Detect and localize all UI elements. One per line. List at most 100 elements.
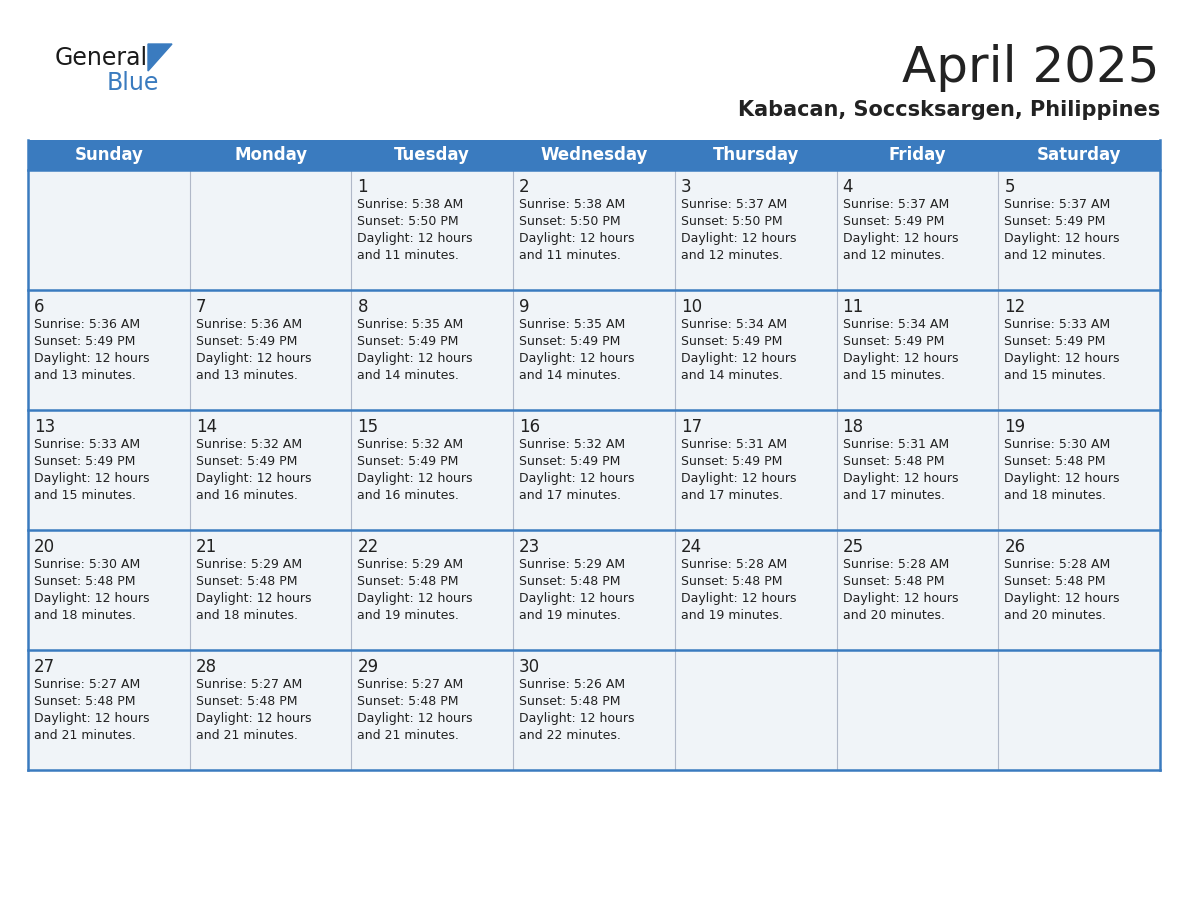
Text: Saturday: Saturday bbox=[1037, 146, 1121, 164]
Text: Kabacan, Soccsksargen, Philippines: Kabacan, Soccsksargen, Philippines bbox=[738, 100, 1159, 120]
Text: 19: 19 bbox=[1004, 418, 1025, 436]
Text: Sunrise: 5:36 AM: Sunrise: 5:36 AM bbox=[196, 318, 302, 331]
Text: Wednesday: Wednesday bbox=[541, 146, 647, 164]
Bar bbox=[29, 410, 1159, 530]
Text: Monday: Monday bbox=[234, 146, 308, 164]
Text: and 17 minutes.: and 17 minutes. bbox=[681, 489, 783, 502]
Text: Sunset: 5:49 PM: Sunset: 5:49 PM bbox=[519, 335, 620, 348]
Text: Daylight: 12 hours: Daylight: 12 hours bbox=[358, 592, 473, 605]
Bar bbox=[29, 530, 1159, 650]
Text: Daylight: 12 hours: Daylight: 12 hours bbox=[34, 712, 150, 725]
Text: Sunday: Sunday bbox=[75, 146, 144, 164]
Text: Sunset: 5:49 PM: Sunset: 5:49 PM bbox=[34, 335, 135, 348]
Text: Sunrise: 5:32 AM: Sunrise: 5:32 AM bbox=[196, 438, 302, 451]
Text: Sunrise: 5:35 AM: Sunrise: 5:35 AM bbox=[519, 318, 625, 331]
Text: 5: 5 bbox=[1004, 178, 1015, 196]
Text: Sunrise: 5:29 AM: Sunrise: 5:29 AM bbox=[358, 558, 463, 571]
Text: Sunset: 5:48 PM: Sunset: 5:48 PM bbox=[681, 575, 783, 588]
Text: Daylight: 12 hours: Daylight: 12 hours bbox=[358, 352, 473, 365]
Text: 14: 14 bbox=[196, 418, 217, 436]
Text: Daylight: 12 hours: Daylight: 12 hours bbox=[196, 712, 311, 725]
Text: and 19 minutes.: and 19 minutes. bbox=[519, 609, 621, 622]
Text: Sunset: 5:49 PM: Sunset: 5:49 PM bbox=[34, 455, 135, 468]
Text: Sunrise: 5:36 AM: Sunrise: 5:36 AM bbox=[34, 318, 140, 331]
Text: Sunset: 5:48 PM: Sunset: 5:48 PM bbox=[1004, 455, 1106, 468]
Text: Sunrise: 5:32 AM: Sunrise: 5:32 AM bbox=[358, 438, 463, 451]
Text: 23: 23 bbox=[519, 538, 541, 556]
Text: and 18 minutes.: and 18 minutes. bbox=[1004, 489, 1106, 502]
Text: Sunrise: 5:30 AM: Sunrise: 5:30 AM bbox=[1004, 438, 1111, 451]
Text: 27: 27 bbox=[34, 658, 55, 676]
Polygon shape bbox=[148, 44, 172, 71]
Text: Daylight: 12 hours: Daylight: 12 hours bbox=[842, 592, 958, 605]
Text: Daylight: 12 hours: Daylight: 12 hours bbox=[681, 472, 796, 485]
Text: 21: 21 bbox=[196, 538, 217, 556]
Text: and 15 minutes.: and 15 minutes. bbox=[34, 489, 135, 502]
Text: Sunset: 5:49 PM: Sunset: 5:49 PM bbox=[842, 335, 944, 348]
Text: Sunrise: 5:28 AM: Sunrise: 5:28 AM bbox=[1004, 558, 1111, 571]
Text: Sunset: 5:49 PM: Sunset: 5:49 PM bbox=[519, 455, 620, 468]
Text: 22: 22 bbox=[358, 538, 379, 556]
Text: April 2025: April 2025 bbox=[903, 44, 1159, 92]
Text: Daylight: 12 hours: Daylight: 12 hours bbox=[1004, 472, 1120, 485]
Text: and 21 minutes.: and 21 minutes. bbox=[34, 729, 135, 742]
Text: Daylight: 12 hours: Daylight: 12 hours bbox=[196, 592, 311, 605]
Text: 20: 20 bbox=[34, 538, 55, 556]
Text: 29: 29 bbox=[358, 658, 379, 676]
Text: and 16 minutes.: and 16 minutes. bbox=[196, 489, 297, 502]
Text: and 21 minutes.: and 21 minutes. bbox=[196, 729, 297, 742]
Text: Sunrise: 5:27 AM: Sunrise: 5:27 AM bbox=[196, 678, 302, 691]
Text: Sunset: 5:49 PM: Sunset: 5:49 PM bbox=[196, 335, 297, 348]
Text: Sunrise: 5:27 AM: Sunrise: 5:27 AM bbox=[34, 678, 140, 691]
Text: and 14 minutes.: and 14 minutes. bbox=[358, 369, 460, 382]
Text: 15: 15 bbox=[358, 418, 379, 436]
Text: Daylight: 12 hours: Daylight: 12 hours bbox=[842, 472, 958, 485]
Text: and 20 minutes.: and 20 minutes. bbox=[842, 609, 944, 622]
Text: Friday: Friday bbox=[889, 146, 946, 164]
Text: Sunset: 5:48 PM: Sunset: 5:48 PM bbox=[358, 695, 459, 708]
Text: and 17 minutes.: and 17 minutes. bbox=[519, 489, 621, 502]
Text: 28: 28 bbox=[196, 658, 217, 676]
Text: 12: 12 bbox=[1004, 298, 1025, 316]
Text: Sunset: 5:50 PM: Sunset: 5:50 PM bbox=[681, 215, 783, 228]
Bar bbox=[29, 650, 1159, 770]
Text: 3: 3 bbox=[681, 178, 691, 196]
Text: and 18 minutes.: and 18 minutes. bbox=[34, 609, 135, 622]
Text: Daylight: 12 hours: Daylight: 12 hours bbox=[34, 472, 150, 485]
Text: and 11 minutes.: and 11 minutes. bbox=[519, 249, 621, 262]
Text: 18: 18 bbox=[842, 418, 864, 436]
Text: Sunrise: 5:26 AM: Sunrise: 5:26 AM bbox=[519, 678, 625, 691]
Text: Daylight: 12 hours: Daylight: 12 hours bbox=[519, 592, 634, 605]
Text: Sunset: 5:50 PM: Sunset: 5:50 PM bbox=[519, 215, 621, 228]
Text: Tuesday: Tuesday bbox=[394, 146, 470, 164]
Text: Sunrise: 5:27 AM: Sunrise: 5:27 AM bbox=[358, 678, 463, 691]
Text: and 13 minutes.: and 13 minutes. bbox=[196, 369, 297, 382]
Text: 25: 25 bbox=[842, 538, 864, 556]
Text: Sunrise: 5:34 AM: Sunrise: 5:34 AM bbox=[842, 318, 949, 331]
Text: and 20 minutes.: and 20 minutes. bbox=[1004, 609, 1106, 622]
Text: and 19 minutes.: and 19 minutes. bbox=[681, 609, 783, 622]
Text: Sunrise: 5:32 AM: Sunrise: 5:32 AM bbox=[519, 438, 625, 451]
Text: Sunset: 5:48 PM: Sunset: 5:48 PM bbox=[842, 575, 944, 588]
Text: 30: 30 bbox=[519, 658, 541, 676]
Text: Daylight: 12 hours: Daylight: 12 hours bbox=[358, 712, 473, 725]
Text: Sunset: 5:48 PM: Sunset: 5:48 PM bbox=[196, 695, 297, 708]
Text: Daylight: 12 hours: Daylight: 12 hours bbox=[34, 352, 150, 365]
Text: Daylight: 12 hours: Daylight: 12 hours bbox=[842, 232, 958, 245]
Text: Sunset: 5:48 PM: Sunset: 5:48 PM bbox=[842, 455, 944, 468]
Text: and 18 minutes.: and 18 minutes. bbox=[196, 609, 298, 622]
Text: Daylight: 12 hours: Daylight: 12 hours bbox=[196, 472, 311, 485]
Text: and 14 minutes.: and 14 minutes. bbox=[519, 369, 621, 382]
Text: Blue: Blue bbox=[107, 71, 159, 95]
Text: and 17 minutes.: and 17 minutes. bbox=[842, 489, 944, 502]
Text: Sunrise: 5:37 AM: Sunrise: 5:37 AM bbox=[1004, 198, 1111, 211]
Text: Thursday: Thursday bbox=[713, 146, 798, 164]
Bar bbox=[29, 170, 1159, 290]
Text: Daylight: 12 hours: Daylight: 12 hours bbox=[519, 712, 634, 725]
Text: Sunset: 5:49 PM: Sunset: 5:49 PM bbox=[358, 335, 459, 348]
Text: 8: 8 bbox=[358, 298, 368, 316]
Text: Sunrise: 5:31 AM: Sunrise: 5:31 AM bbox=[842, 438, 949, 451]
Text: and 14 minutes.: and 14 minutes. bbox=[681, 369, 783, 382]
Text: Sunset: 5:48 PM: Sunset: 5:48 PM bbox=[1004, 575, 1106, 588]
Text: Sunrise: 5:33 AM: Sunrise: 5:33 AM bbox=[1004, 318, 1111, 331]
